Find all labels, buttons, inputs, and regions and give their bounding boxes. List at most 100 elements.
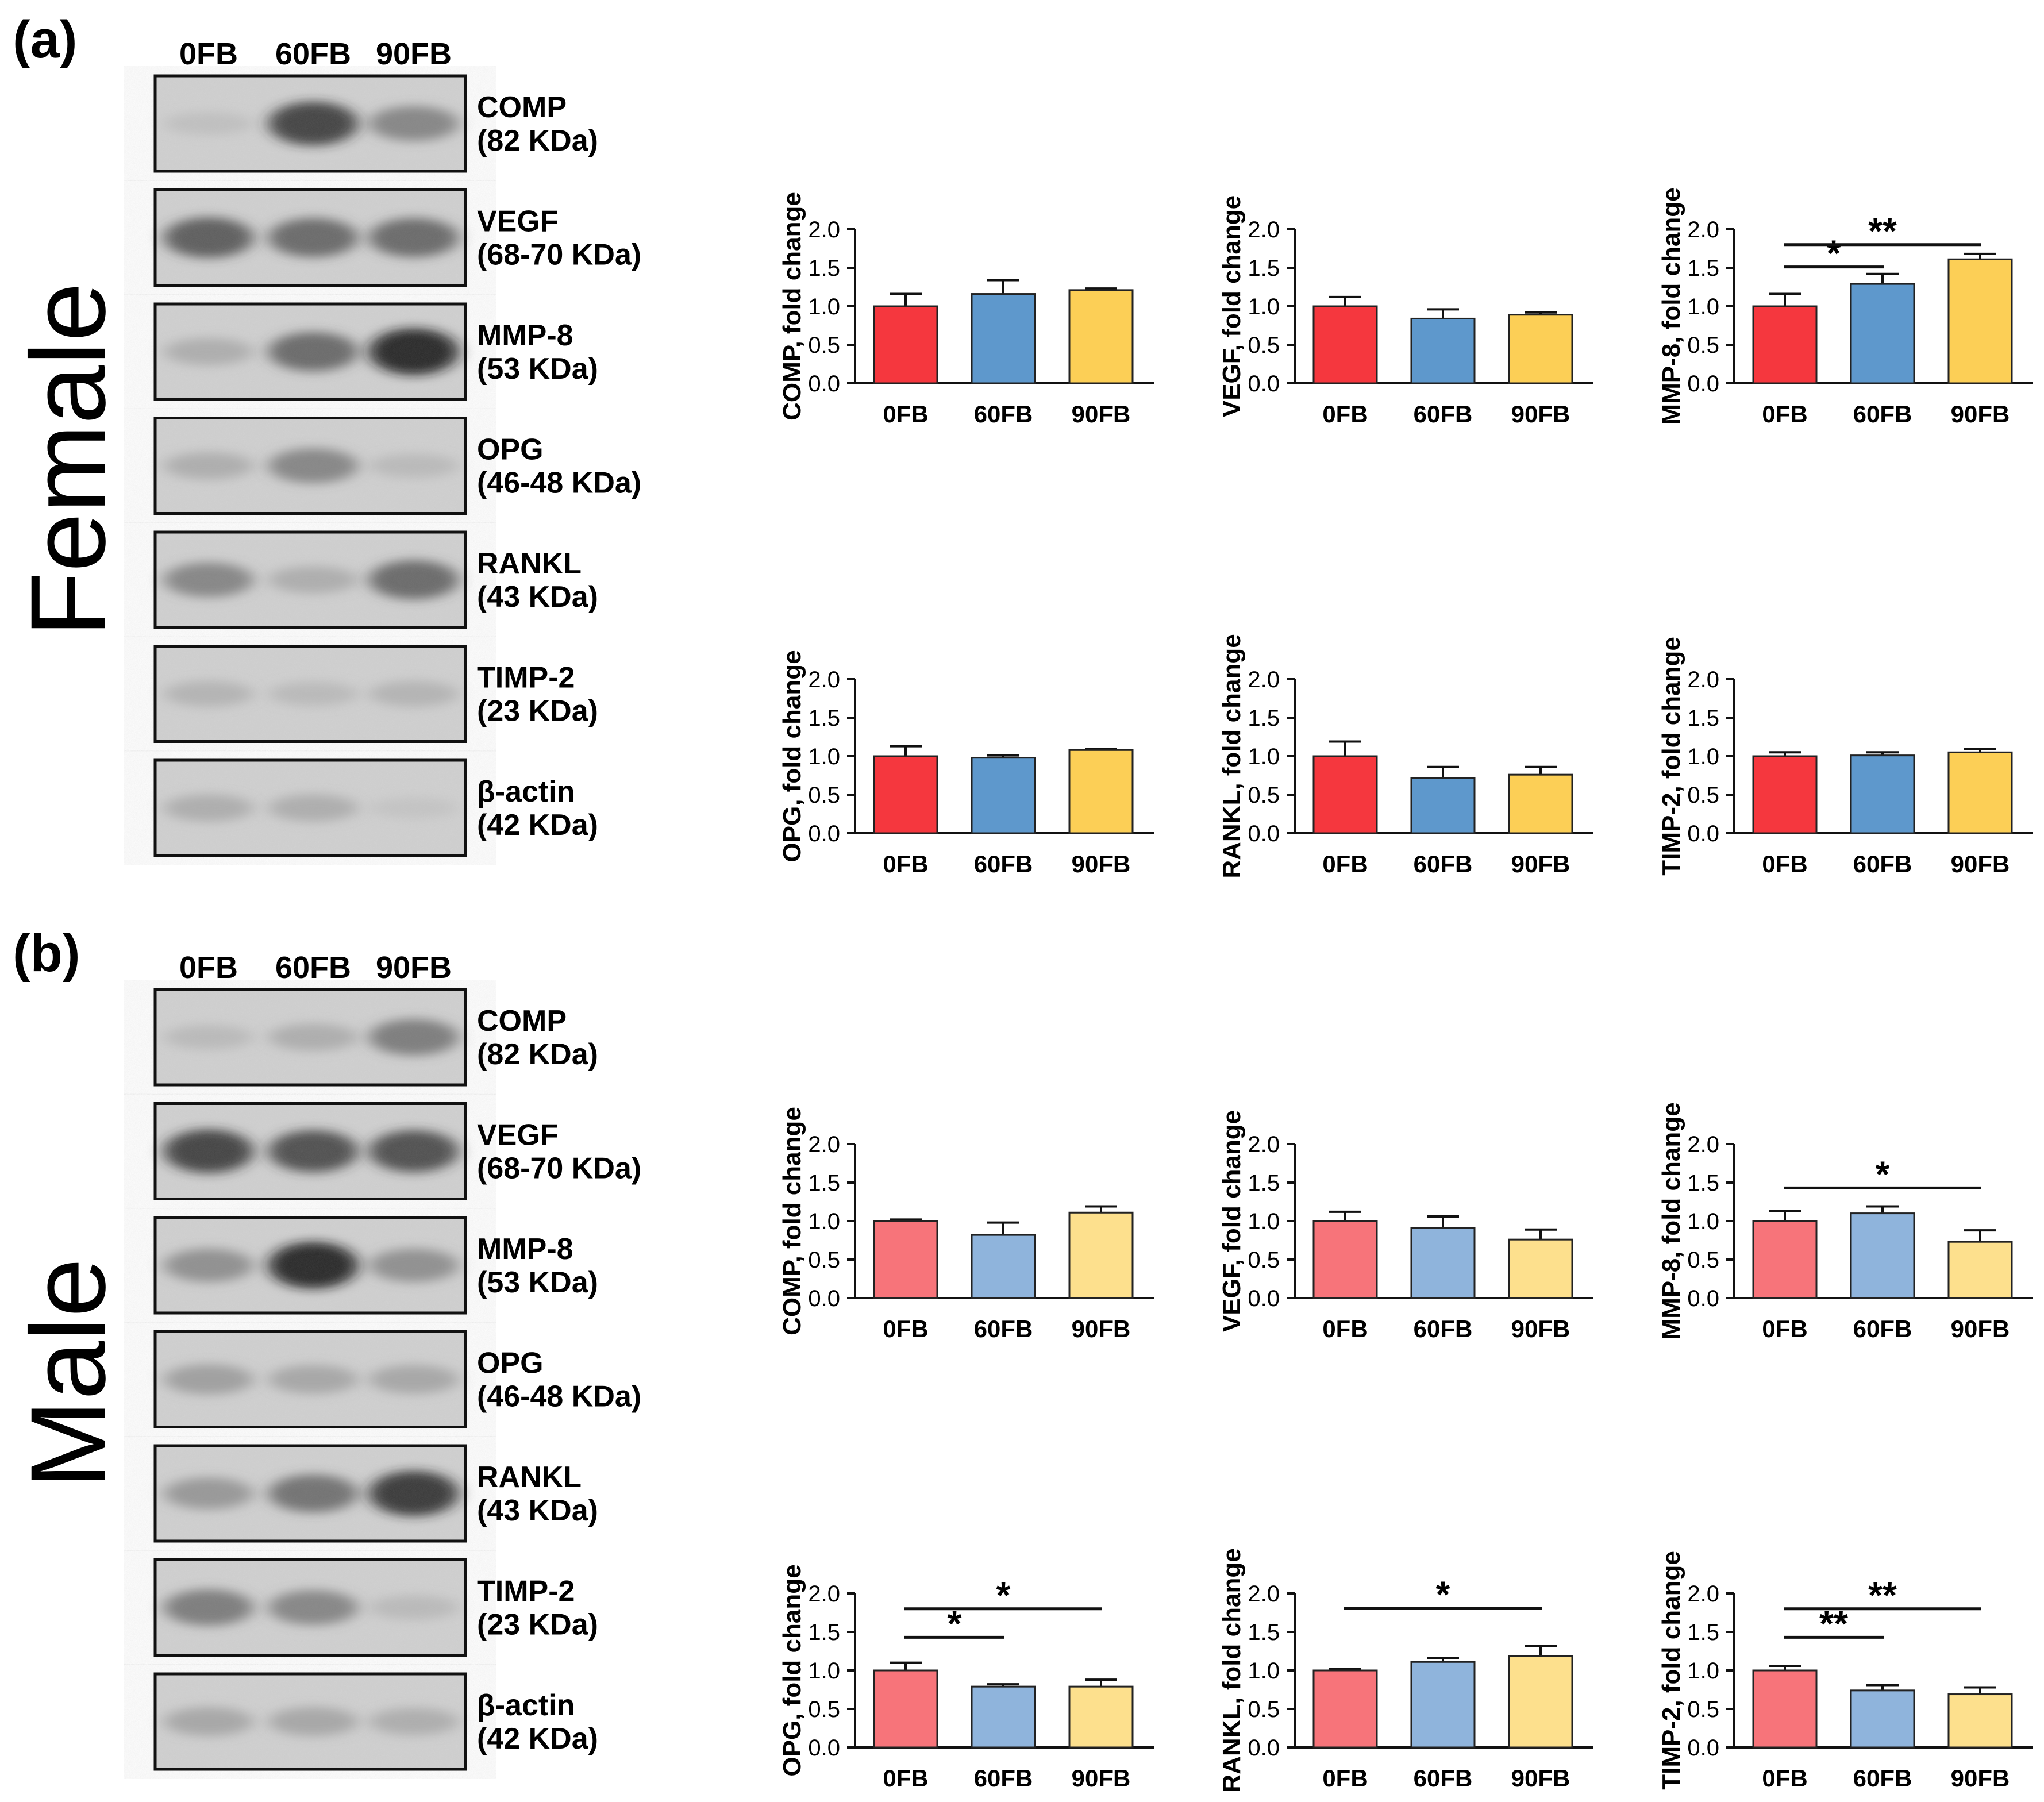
x-tick-label: 90FB [1511, 1315, 1570, 1342]
y-tick-label: 0.5 [1248, 1247, 1280, 1273]
x-tick-label: 0FB [1322, 1765, 1368, 1792]
y-tick-label: 1.5 [1687, 256, 1719, 281]
sex-label: Female [9, 283, 128, 637]
blot-frame [153, 1558, 467, 1657]
blot-frame [153, 1330, 467, 1428]
blot-grain [155, 76, 465, 171]
blot-grain [155, 190, 465, 286]
y-tick-label: 0.0 [1687, 371, 1719, 396]
x-tick-label: 60FB [1414, 1765, 1473, 1792]
protein-weight: (53 KDa) [477, 352, 598, 386]
y-axis-label: RANKL, fold change [1218, 1548, 1246, 1792]
bar [1312, 1669, 1378, 1749]
y-tick-label: 2.0 [808, 217, 840, 242]
protein-name: MMP-8 [477, 1233, 573, 1266]
y-tick-label: 0.5 [1687, 333, 1719, 358]
x-tick-label: 60FB [1414, 1315, 1473, 1342]
y-tick-label: 1.5 [1248, 706, 1280, 731]
y-tick-label: 1.0 [808, 1209, 840, 1234]
lane-label: 60FB [275, 950, 351, 985]
blot-grain [155, 646, 465, 742]
blot-frame [153, 645, 467, 743]
significance-star: * [1876, 1153, 1890, 1195]
x-tick-label: 60FB [1853, 850, 1912, 877]
y-tick-label: 2.0 [1687, 667, 1719, 692]
blot-strip: RANKL(43 KDa) [153, 1444, 598, 1543]
bar [971, 757, 1036, 834]
x-tick-label: 0FB [1322, 401, 1368, 428]
bar [1068, 749, 1134, 834]
protein-name: β-actin [477, 775, 575, 808]
bar [1410, 1661, 1476, 1749]
lane-label: 60FB [275, 37, 351, 71]
y-tick-label: 2.0 [1248, 1581, 1280, 1607]
bar [1068, 1685, 1134, 1749]
protein-weight: (82 KDa) [477, 124, 598, 157]
y-tick-label: 1.0 [808, 1658, 840, 1684]
y-axis-label: VEGF, fold change [1218, 1110, 1246, 1332]
blot-grain [155, 418, 465, 514]
lane-label: 90FB [376, 37, 452, 71]
blot-strip: TIMP-2(23 KDa) [153, 1558, 598, 1657]
x-tick-label: 0FB [1762, 1765, 1807, 1792]
blot-grain [155, 760, 465, 856]
blot-strip: COMP(82 KDa) [153, 74, 598, 173]
bar [1752, 1220, 1818, 1299]
y-tick-label: 1.5 [1248, 1620, 1280, 1645]
bar [1508, 314, 1573, 384]
bar [1850, 283, 1915, 384]
protein-name: COMP [477, 91, 567, 124]
bar [1508, 1238, 1573, 1299]
bar [873, 755, 938, 834]
protein-weight: (23 KDa) [477, 695, 598, 728]
blot-frame [153, 1444, 467, 1543]
y-tick-label: 1.0 [808, 294, 840, 319]
y-tick-label: 0.5 [1687, 1697, 1719, 1722]
protein-name: VEGF [477, 1119, 559, 1152]
y-tick-label: 1.0 [1248, 1209, 1280, 1234]
protein-weight: (42 KDa) [477, 1722, 598, 1755]
blot-strip: β-actin(42 KDa) [153, 758, 598, 857]
y-tick-label: 1.0 [1248, 1658, 1280, 1684]
x-tick-label: 0FB [1762, 850, 1807, 877]
protein-name: COMP [477, 1004, 567, 1038]
x-tick-label: 0FB [883, 850, 928, 877]
x-tick-label: 60FB [1853, 1315, 1912, 1342]
protein-weight: (82 KDa) [477, 1038, 598, 1071]
blot-grain [155, 1218, 465, 1313]
y-axis-label: OPG, fold change [778, 1564, 806, 1776]
x-tick-label: 0FB [1762, 401, 1807, 428]
bar [1850, 1689, 1915, 1749]
protein-name: MMP-8 [477, 319, 573, 352]
bar [873, 1669, 938, 1749]
y-tick-label: 2.0 [1687, 1132, 1719, 1157]
bar [1752, 1669, 1818, 1749]
protein-name: TIMP-2 [477, 1575, 575, 1608]
blot-strip: VEGF(68-70 KDa) [153, 188, 641, 287]
bar [1850, 754, 1915, 834]
blot-frame [153, 74, 467, 173]
bar [1752, 755, 1818, 834]
blot-grain [155, 532, 465, 627]
x-tick-label: 0FB [883, 401, 928, 428]
y-tick-label: 0.0 [1687, 1286, 1719, 1311]
blot-strip: MMP-8(53 KDa) [153, 302, 598, 401]
bar [1410, 317, 1476, 384]
protein-name: RANKL [477, 1461, 582, 1494]
y-tick-label: 2.0 [808, 1581, 840, 1607]
y-tick-label: 0.0 [808, 1735, 840, 1761]
protein-name: RANKL [477, 547, 582, 580]
y-tick-label: 1.0 [1248, 744, 1280, 769]
blot-grain [155, 1674, 465, 1769]
y-tick-label: 1.5 [808, 706, 840, 731]
blot-frame [153, 417, 467, 515]
significance-star: * [1827, 233, 1841, 274]
blot-frame [153, 530, 467, 629]
